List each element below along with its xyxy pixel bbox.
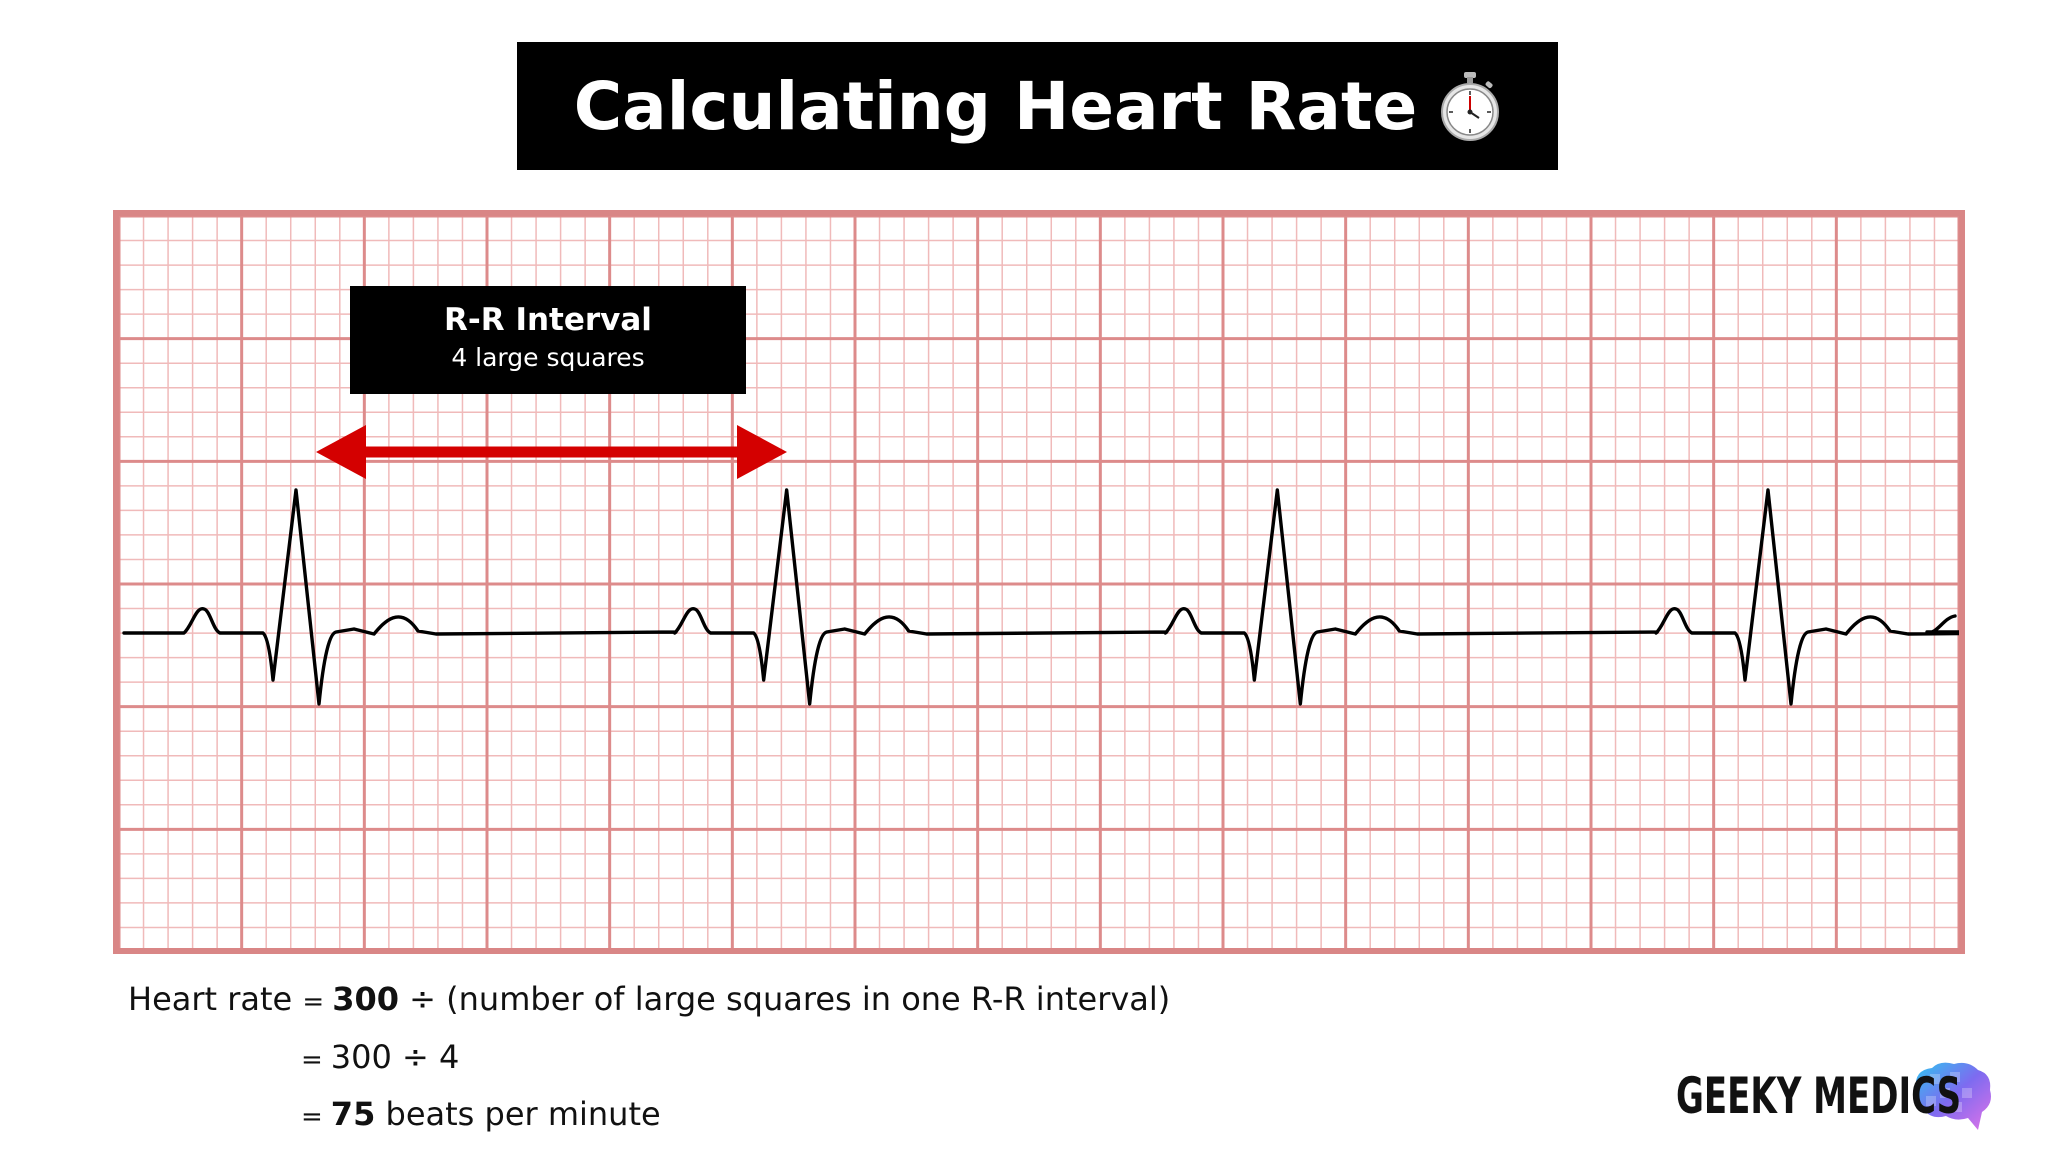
double-arrow-icon [316,425,787,479]
formula-line-1: Heart rate = 300 ÷ (number of large squar… [128,980,1170,1018]
formula-line-3: = 75 beats per minute [301,1095,661,1133]
geeky-medics-logo: GEEKY MEDICS [1676,1060,1994,1132]
rr-interval-label: R-R Interval 4 large squares [350,286,746,394]
formula-result: 75 [331,1095,376,1133]
formula-division: 300 ÷ 4 [331,1038,460,1076]
rr-interval-title: R-R Interval [350,300,746,340]
formula-equals: = [301,1102,323,1132]
rr-interval-subtitle: 4 large squares [350,340,746,376]
ecg-trace [124,490,1959,704]
page-title: Calculating Heart Rate [574,68,1418,145]
formula-units: beats per minute [386,1095,661,1133]
formula-equals: = [301,1045,323,1075]
stopwatch-icon [1439,70,1501,142]
logo-text: GEEKY MEDICS [1676,1067,1846,1125]
title-banner: Calculating Heart Rate [517,42,1558,170]
formula-expression: ÷ (number of large squares in one R-R in… [409,980,1170,1018]
formula-label: Heart rate [128,980,292,1018]
formula-line-2: = 300 ÷ 4 [301,1038,459,1076]
formula-equals: = [302,987,324,1017]
formula-300: 300 [332,980,399,1018]
